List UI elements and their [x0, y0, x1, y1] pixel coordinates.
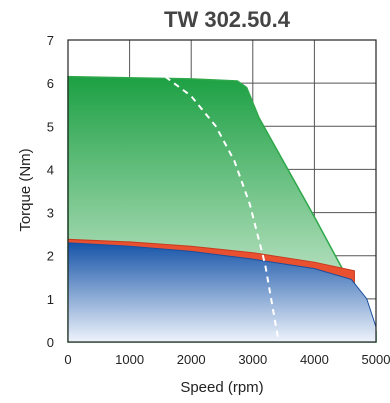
x-axis-label: Speed (rpm)	[180, 379, 263, 396]
y-tick-label: 3	[47, 206, 54, 221]
x-tick-label: 4000	[300, 352, 329, 367]
series-dashed-line	[164, 75, 280, 343]
y-axis-label: Torque (Nm)	[17, 148, 34, 231]
y-tick-label: 2	[47, 249, 54, 264]
x-tick-label: 1000	[115, 352, 144, 367]
x-tick-label: 5000	[362, 352, 390, 367]
chart-title: TW 302.50.4	[164, 7, 291, 32]
y-tick-label: 1	[47, 292, 54, 307]
x-tick-label: 0	[64, 352, 71, 367]
x-tick-labels: 0 1000 2000 3000 4000 5000	[64, 352, 390, 367]
x-tick-label: 3000	[238, 352, 267, 367]
y-tick-label: 7	[47, 33, 54, 48]
plot-frame	[67, 39, 377, 343]
plot-axes	[67, 39, 377, 343]
y-tick-label: 4	[47, 162, 54, 177]
y-tick-label: 5	[47, 119, 54, 134]
y-tick-label: 6	[47, 76, 54, 91]
y-tick-label: 0	[47, 335, 54, 350]
y-tick-labels: 0 1 2 3 4 5 6 7	[47, 33, 54, 350]
x-tick-label: 2000	[177, 352, 206, 367]
plot-areas	[67, 75, 377, 343]
